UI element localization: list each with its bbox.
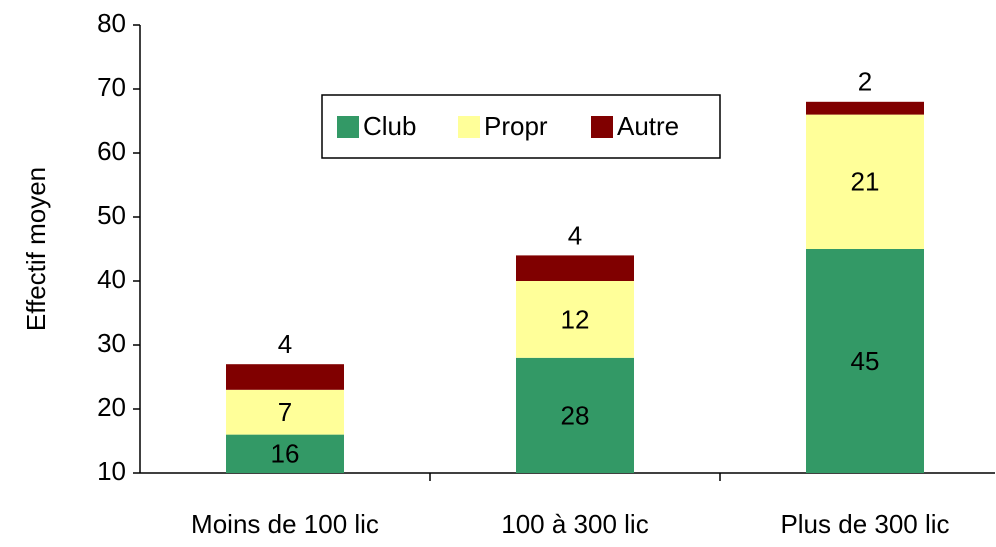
bar-segment — [516, 357, 634, 473]
data-label: 16 — [271, 439, 300, 469]
y-tick-label: 40 — [97, 264, 126, 294]
data-label: 4 — [568, 220, 582, 250]
data-label: 21 — [851, 167, 880, 197]
x-tick-label: 100 à 300 lic — [501, 509, 648, 539]
y-tick-label: 80 — [97, 8, 126, 38]
bar-segment — [806, 101, 924, 115]
bar-segment — [226, 389, 344, 435]
bar-segment — [226, 364, 344, 390]
bar-segment — [516, 281, 634, 358]
data-label: 4 — [278, 329, 292, 359]
y-tick-label: 70 — [97, 72, 126, 102]
legend-swatch — [337, 116, 359, 138]
bar-segment — [516, 255, 634, 281]
y-tick-label: 30 — [97, 328, 126, 358]
y-tick-label: 20 — [97, 392, 126, 422]
legend: Club Propr Autre — [321, 94, 721, 159]
legend-label: Propr — [484, 111, 548, 141]
y-tick-label: 50 — [97, 200, 126, 230]
bar-segment — [806, 114, 924, 249]
x-tick-label: Plus de 300 lic — [780, 509, 949, 539]
data-label: 45 — [851, 346, 880, 376]
data-label: 28 — [561, 400, 590, 430]
legend-box — [321, 94, 721, 159]
data-label: 7 — [278, 397, 292, 427]
legend-swatch — [458, 116, 480, 138]
y-axis-label: Effectif moyen — [21, 167, 51, 331]
bar-segment — [226, 434, 344, 473]
legend-label: Club — [363, 111, 416, 141]
x-tick-label: Moins de 100 lic — [191, 509, 379, 539]
data-label: 2 — [858, 67, 872, 97]
data-label: 12 — [561, 304, 590, 334]
legend-swatch — [591, 116, 613, 138]
bar-segment — [806, 249, 924, 473]
y-tick-label: 60 — [97, 136, 126, 166]
legend-label: Autre — [617, 111, 679, 141]
y-tick-label: 10 — [97, 456, 126, 486]
